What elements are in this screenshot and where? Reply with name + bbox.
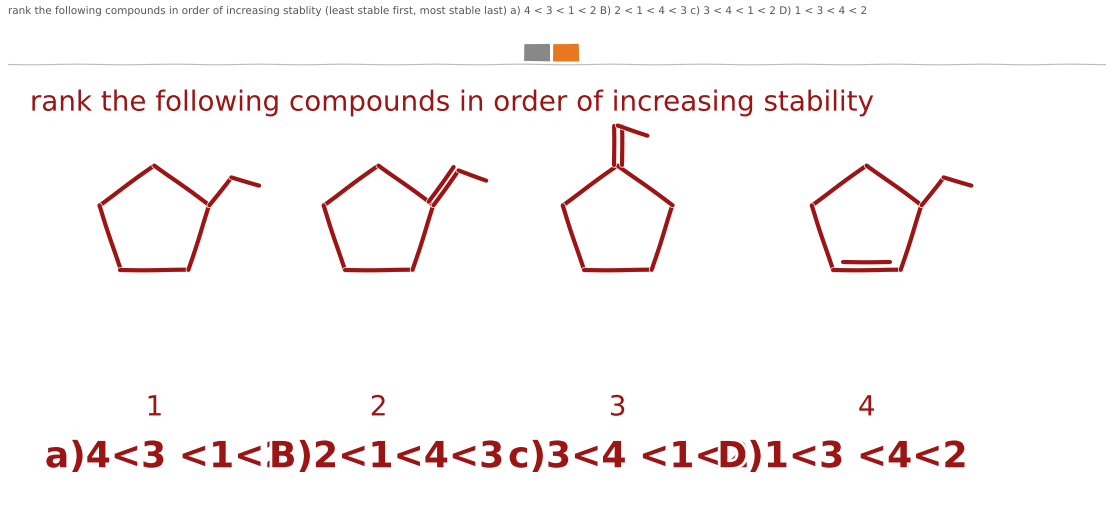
Text: 4: 4 [858, 394, 876, 422]
Text: a)4<3 <1<2: a)4<3 <1<2 [45, 440, 290, 474]
Text: 2: 2 [370, 394, 388, 422]
Text: 1: 1 [145, 394, 163, 422]
Text: D)1<3 <4<2: D)1<3 <4<2 [717, 440, 968, 474]
FancyBboxPatch shape [553, 44, 579, 64]
Text: B)2<1<4<3: B)2<1<4<3 [269, 440, 505, 474]
Text: rank the following compounds in order of increasing stability: rank the following compounds in order of… [30, 89, 873, 117]
Text: 3: 3 [609, 394, 627, 422]
Text: rank the following compounds in order of increasing stablity (least stable first: rank the following compounds in order of… [8, 6, 868, 16]
FancyBboxPatch shape [524, 44, 550, 64]
Text: c)3<4 <1<2: c)3<4 <1<2 [508, 440, 751, 474]
